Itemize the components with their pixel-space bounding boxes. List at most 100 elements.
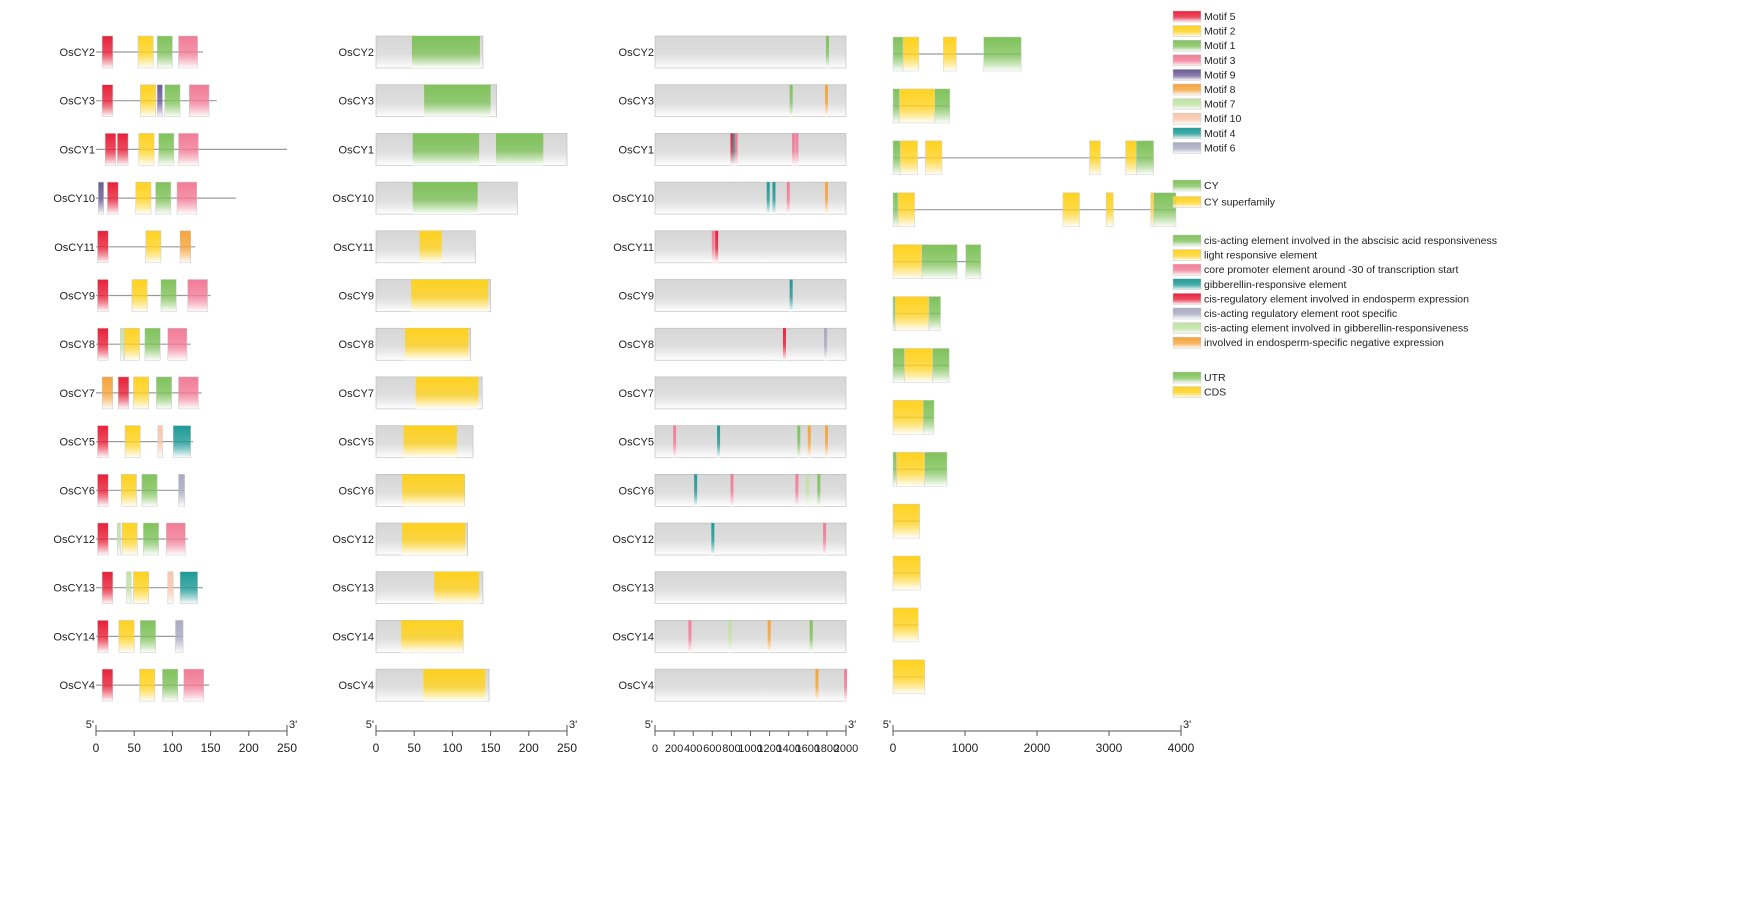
domain-gene-label: OsCY9 xyxy=(339,291,374,303)
motif1-box xyxy=(156,35,173,69)
motif-gene-label: OsCY4 xyxy=(60,680,95,692)
ce-gibberellin-mark xyxy=(694,474,698,507)
motif-legend-label: Motif 2 xyxy=(1204,26,1236,38)
domain-legend-label: CY superfamily xyxy=(1204,197,1276,209)
domain-gene-label: OsCY7 xyxy=(339,388,374,400)
element-legend-swatch xyxy=(1172,307,1202,320)
motif3-box xyxy=(188,84,210,117)
motif-panel: OsCY2 OsCY3 OsCY1 OsCY10 OsCY11 OsCY9 OsCY8 OsC… xyxy=(53,35,297,755)
utr-exon xyxy=(892,451,897,487)
motif5-box xyxy=(107,181,119,215)
cds-exon xyxy=(1150,192,1154,227)
cds-exon xyxy=(892,607,919,643)
cds-exon xyxy=(904,348,933,383)
structure-legend-swatch xyxy=(1172,371,1202,384)
utr-exon xyxy=(934,88,951,124)
motif10-box xyxy=(157,425,163,458)
cds-exon xyxy=(897,192,915,227)
promoter-gene-label: OsCY7 xyxy=(619,388,654,400)
motif10-box xyxy=(167,571,174,604)
motif-legend-swatch xyxy=(1172,98,1202,110)
motif-gene-label: OsCY13 xyxy=(53,583,95,595)
ce-aba-mark xyxy=(789,84,793,117)
ce-aba-mark xyxy=(809,620,813,653)
motif-legend-label: Motif 8 xyxy=(1204,84,1236,96)
utr-exon xyxy=(1136,140,1154,176)
domain-legend-swatch xyxy=(1172,196,1202,208)
promoter-gene-label: OsCY4 xyxy=(619,680,654,692)
promoter-track xyxy=(654,133,847,166)
structure-axis-5prime: 5' xyxy=(883,719,891,731)
element-legend-swatch xyxy=(1172,293,1202,305)
motif-legend-swatch xyxy=(1172,25,1202,37)
utr-exon xyxy=(965,244,982,279)
motif-gene-label: OsCY8 xyxy=(60,339,95,351)
ce-negative-mark xyxy=(824,182,828,215)
promoter-axis-tick-label: 2000 xyxy=(834,743,858,755)
utr-exon xyxy=(892,348,905,383)
motif3-box xyxy=(187,279,208,312)
structure-axis-3prime: 3' xyxy=(1183,719,1191,731)
ce-core-mark xyxy=(844,669,848,702)
utr-exon xyxy=(892,36,904,72)
domain-gene-label: OsCY2 xyxy=(339,47,374,59)
promoter-track xyxy=(654,84,847,117)
promoter-track xyxy=(654,522,847,556)
motif5-box xyxy=(97,474,109,507)
promoter-track xyxy=(654,230,847,264)
structure-legend-swatch xyxy=(1172,386,1202,398)
promoter-axis-tick-label: 200 xyxy=(665,743,683,755)
promoter-axis-tick-label: 1800 xyxy=(815,743,839,755)
motif7-box xyxy=(126,571,132,604)
element-legend-swatch xyxy=(1172,249,1202,261)
element-legend-label: gibberellin-responsive element xyxy=(1204,279,1346,291)
ce-root-mark xyxy=(824,328,828,361)
domain-gene-label: OsCY3 xyxy=(339,96,374,108)
element-legend-label: light responsive element xyxy=(1204,250,1317,262)
utr-exon xyxy=(928,296,941,331)
domain-gene-label: OsCY11 xyxy=(333,242,374,254)
utr-exon xyxy=(983,36,1022,72)
utr-exon xyxy=(1153,192,1177,227)
promoter-track xyxy=(654,181,847,215)
ce-endosperm-mark xyxy=(730,133,734,166)
promoter-gene-label: OsCY12 xyxy=(612,534,654,546)
motif-legend-label: Motif 9 xyxy=(1204,69,1236,81)
element-legend-swatch xyxy=(1172,278,1202,291)
cds-exon xyxy=(943,36,957,72)
element-legend-label: cis-acting element involved in gibberell… xyxy=(1204,323,1468,335)
cy-superfamily-domain xyxy=(415,376,479,409)
motif4-box xyxy=(172,425,191,458)
motif6-box xyxy=(178,474,185,507)
promoter-axis-5prime: 5' xyxy=(645,719,653,731)
cy-domain xyxy=(495,133,544,166)
element-legend-swatch xyxy=(1172,263,1202,276)
promoter-gene-label: OsCY10 xyxy=(612,193,654,205)
motif-gene-label: OsCY10 xyxy=(53,193,95,205)
motif1-box xyxy=(141,474,158,507)
ce-gibberellin2-mark xyxy=(805,474,809,507)
domain-axis-5prime: 5' xyxy=(366,719,374,731)
promoter-track xyxy=(654,376,847,410)
motif4-box xyxy=(179,571,198,604)
element-legend-label: involved in endosperm-specific negative … xyxy=(1204,337,1444,349)
promoter-axis-tick-label: 1400 xyxy=(776,743,800,755)
promoter-track xyxy=(654,35,847,69)
motif-legend-swatch xyxy=(1172,39,1202,52)
motif-legend-swatch xyxy=(1172,54,1202,67)
ce-core-mark xyxy=(734,133,738,166)
motif5-box xyxy=(117,376,130,410)
promoter-axis-tick-label: 0 xyxy=(652,743,658,755)
cds-exon xyxy=(892,503,920,539)
promoter-track xyxy=(654,668,847,702)
motif2-box xyxy=(124,425,141,458)
motif2-box xyxy=(138,133,155,166)
promoter-track xyxy=(654,327,847,361)
motif-legend-swatch xyxy=(1172,142,1202,154)
promoter-axis-tick-label: 1600 xyxy=(796,743,820,755)
domain-gene-label: OsCY6 xyxy=(339,485,374,497)
motif-gene-label: OsCY12 xyxy=(53,534,95,546)
cds-exon xyxy=(1105,192,1114,227)
cy-superfamily-domain xyxy=(401,620,464,653)
ce-gibberellin-mark xyxy=(711,523,715,555)
